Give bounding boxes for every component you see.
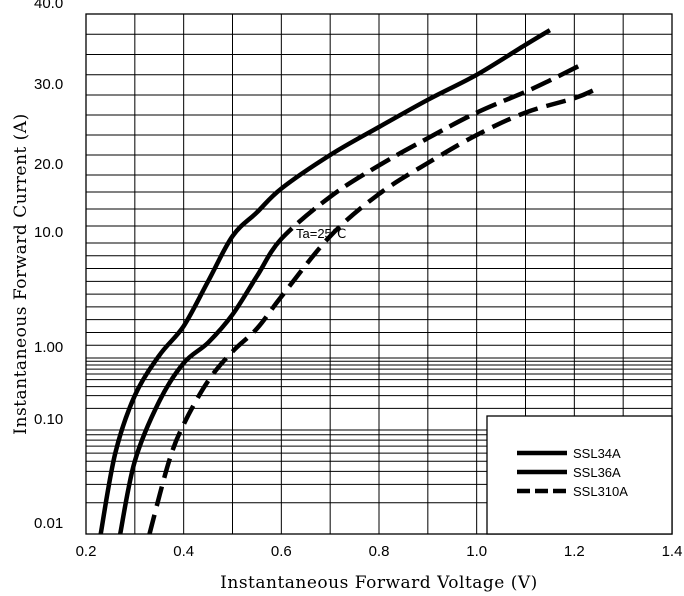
legend: SSL34A SSL36A SSL310A	[486, 415, 673, 535]
y-tick-label: 1.00	[34, 339, 63, 356]
legend-label-ssl310a: SSL310A	[573, 484, 628, 499]
data-series	[98, 28, 595, 535]
x-tick-label: 0.2	[76, 543, 97, 560]
legend-box	[486, 415, 673, 535]
y-tick-label: 0.01	[34, 515, 63, 532]
series-line-ssl34a	[98, 28, 552, 535]
x-tick-label: 0.8	[369, 543, 390, 560]
plot-frame	[85, 13, 673, 535]
y-tick-label: 0.10	[34, 411, 63, 428]
y-tick-label: 10.0	[34, 224, 63, 241]
y-tick-label: 30.0	[34, 76, 63, 93]
y-tick-label: 40.0	[34, 0, 63, 12]
x-axis-title: Instantaneous Forward Voltage (V)	[220, 573, 538, 593]
series-line-ssl36a	[117, 63, 581, 535]
x-tick-label: 1.2	[564, 543, 585, 560]
tick-labels: 0.2 0.4 0.6 0.8 1.0 1.2 1.4 0.01 0.10 1.00 10.0 20.…	[34, 0, 682, 560]
y-axis-title: Instantaneous Forward Current (A)	[11, 113, 31, 434]
legend-label-ssl36a: SSL36A	[573, 465, 621, 480]
x-tick-label: 1.0	[466, 543, 487, 560]
y-tick-label: 20.0	[34, 156, 63, 173]
x-tick-label: 1.4	[662, 543, 683, 560]
x-tick-label: 0.6	[271, 543, 292, 560]
x-tick-label: 0.4	[173, 543, 194, 560]
legend-label-ssl34a: SSL34A	[573, 446, 621, 461]
series-line-ssl310a	[147, 88, 595, 535]
